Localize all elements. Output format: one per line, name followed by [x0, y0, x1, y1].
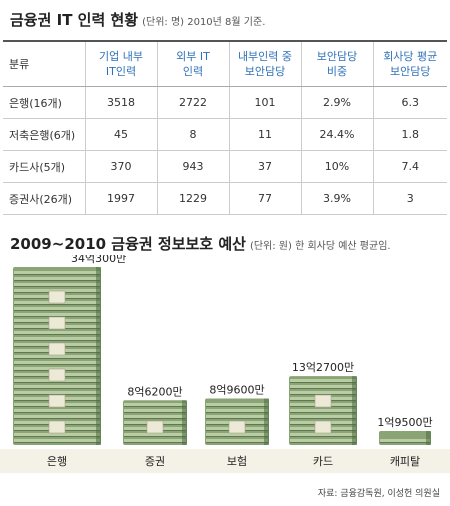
- table-cell: 2.9%: [300, 86, 373, 119]
- table-cell: 3: [372, 182, 447, 215]
- table-title: 금융권 IT 인력 현황 (단위: 명) 2010년 8월 기준.: [10, 9, 265, 30]
- table-cell: 1229: [156, 182, 229, 215]
- bar-money-stack: [379, 431, 431, 445]
- value-label: 8억9600만: [209, 384, 264, 397]
- row-label-card: 카드사(5개): [3, 150, 85, 183]
- table-cell: 2722: [156, 86, 229, 119]
- bar-money-stack: [123, 400, 187, 445]
- table-cell: 7.4: [372, 150, 447, 183]
- table-cell: 37: [228, 150, 301, 183]
- header-security-ratio: 보안담당 비중: [300, 40, 373, 87]
- table-unit-note: (단위: 명) 2010년 8월 기준.: [142, 17, 266, 28]
- value-label: 8억6200만: [127, 385, 182, 398]
- table-cell: 3518: [84, 86, 157, 119]
- category-label: 카드: [313, 455, 333, 468]
- row-label-savings-bank: 저축은행(6개): [3, 118, 85, 151]
- category-label: 증권: [145, 455, 165, 468]
- category-band: [0, 449, 450, 473]
- category-label: 캐피탈: [390, 455, 420, 468]
- header-security-staff: 내부인력 중 보안담당: [228, 40, 301, 87]
- category-label: 보험: [227, 455, 247, 468]
- category-label: 은행: [47, 455, 67, 468]
- table-row: 카드사(5개) 370 943 37 10% 7.4: [3, 150, 447, 183]
- bar-money-stack: [205, 398, 269, 445]
- bar-money-stack: [289, 376, 357, 445]
- table-title-text: 금융권 IT 인력 현황: [10, 11, 139, 29]
- table-header-row: 분류 기업 내부 IT인력 외부 IT 인력 내부인력 중 보안담당 보안담당 비중 회…: [3, 40, 447, 87]
- chart-title-text: 2009~2010 금융권 정보보호 예산: [10, 235, 246, 253]
- table-cell: 943: [156, 150, 229, 183]
- table-row: 저축은행(6개) 45 8 11 24.4% 1.8: [3, 118, 447, 151]
- table-row: 은행(16개) 3518 2722 101 2.9% 6.3: [3, 86, 447, 119]
- header-external-it: 외부 IT 인력: [156, 40, 229, 87]
- value-label: 1억9500만: [377, 416, 432, 429]
- header-avg-security: 회사당 평균 보안담당: [372, 40, 447, 87]
- value-label: 13억2700만: [292, 361, 354, 374]
- table-cell: 1.8: [372, 118, 447, 151]
- table-cell: 45: [84, 118, 157, 151]
- table-cell: 370: [84, 150, 157, 183]
- it-staff-table: 분류 기업 내부 IT인력 외부 IT 인력 내부인력 중 보안담당 보안담당 비중 회…: [3, 40, 447, 215]
- table-cell: 11: [228, 118, 301, 151]
- table-cell: 1997: [84, 182, 157, 215]
- row-label-bank: 은행(16개): [3, 86, 85, 119]
- table-cell: 3.9%: [300, 182, 373, 215]
- table-row: 증권사(26개) 1997 1229 77 3.9% 3: [3, 182, 447, 215]
- table-cell: 24.4%: [300, 118, 373, 151]
- header-category: 분류: [3, 40, 85, 87]
- table-cell: 101: [228, 86, 301, 119]
- value-label: 34억300만: [71, 255, 126, 265]
- table-cell: 8: [156, 118, 229, 151]
- source-note: 자료: 금융감독원, 이성헌 의원실: [317, 489, 440, 499]
- table-cell: 6.3: [372, 86, 447, 119]
- chart-unit-note: (단위: 원) 한 회사당 예산 평균임.: [249, 241, 391, 252]
- table-cell: 10%: [300, 150, 373, 183]
- bar-money-stack: [13, 267, 101, 445]
- row-label-securities: 증권사(26개): [3, 182, 85, 215]
- header-internal-it: 기업 내부 IT인력: [84, 40, 157, 87]
- chart-title: 2009~2010 금융권 정보보호 예산 (단위: 원) 한 회사당 예산 평균…: [10, 233, 391, 254]
- table-cell: 77: [228, 182, 301, 215]
